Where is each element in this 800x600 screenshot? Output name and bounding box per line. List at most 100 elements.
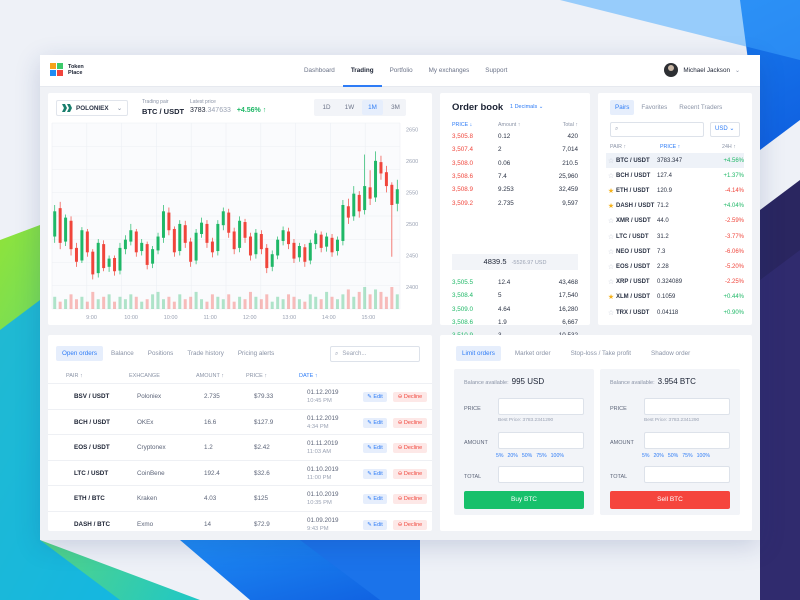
table-row[interactable]: LTC / USDT CoinBene 192.4 $32.6 01.10.2019 11…	[48, 459, 432, 485]
sell-pct-5[interactable]: 5%	[642, 453, 650, 459]
decline-button[interactable]: ⊖ Decline	[393, 468, 427, 479]
star-icon[interactable]: ☆	[607, 248, 615, 256]
price-column-header[interactable]: PRICE ↑	[246, 373, 268, 379]
price-column-header[interactable]: PRICE ↓	[452, 122, 473, 128]
amount-column-header[interactable]: Amount ↑	[498, 122, 521, 128]
tab-limit-orders[interactable]: Limit orders	[456, 346, 501, 361]
pair-column-header[interactable]: PAIR ↑	[66, 373, 83, 379]
bid-row[interactable]: 3,508.4 5 17,540	[452, 289, 578, 302]
decline-button[interactable]: ⊖ Decline	[393, 494, 427, 504]
timeframe-1m[interactable]: 1M	[362, 100, 383, 115]
tab-trade-history[interactable]: Trade history	[187, 350, 224, 357]
pair-row[interactable]: ★ XLM / USDT 0.1059 +0.44%	[606, 290, 744, 305]
tab-positions[interactable]: Positions	[147, 350, 174, 357]
pair-row[interactable]: ★ DASH / USDT 71.2 +4.04%	[606, 199, 744, 214]
brand-logo[interactable]: Token Place	[50, 63, 92, 77]
ask-row[interactable]: 3,507.4 2 7,014	[452, 143, 578, 156]
bid-row[interactable]: 3,505.5 12.4 43,468	[452, 276, 578, 289]
star-icon[interactable]: ☆	[607, 157, 615, 165]
sell-price-input[interactable]	[644, 398, 730, 415]
timeframe-3m[interactable]: 3M	[391, 104, 400, 111]
tab-market-order[interactable]: Market order	[514, 350, 551, 357]
star-icon[interactable]: ☆	[607, 309, 615, 317]
tab-stop-loss[interactable]: Stop-loss / Take profit	[570, 350, 632, 357]
star-icon[interactable]: ☆	[607, 279, 615, 287]
edit-button[interactable]: ✎ Edit	[363, 519, 387, 530]
nav-my-exchanges[interactable]: My exchanges	[428, 67, 470, 74]
buy-pct-75[interactable]: 75%	[536, 453, 547, 459]
edit-button[interactable]: ✎ Edit	[363, 417, 387, 428]
table-row[interactable]: BSV / USDT Poloniex 2.735 $79.33 01.12.2019 1…	[48, 383, 432, 408]
ask-row[interactable]: 3,508.6 7.4 25,960	[452, 170, 578, 183]
ask-row[interactable]: 3,508.9 9.253 32,459	[452, 183, 578, 196]
buy-pct-5[interactable]: 5%	[496, 453, 504, 459]
total-column-header[interactable]: Total ↑	[562, 122, 578, 128]
nav-portfolio[interactable]: Portfolio	[389, 67, 413, 74]
star-icon[interactable]: ☆	[607, 263, 615, 271]
tab-shadow-order[interactable]: Shadow order	[651, 350, 691, 357]
pair-row[interactable]: ☆ TRX / USDT 0.04118 +0.90%	[606, 305, 744, 320]
decline-button[interactable]: ⊖ Decline	[393, 443, 427, 453]
table-row[interactable]: EOS / USDT Cryptonex 1.2 $2.42 01.11.2019 11:…	[48, 434, 432, 459]
sell-total-input[interactable]	[644, 466, 730, 483]
sell-amount-input[interactable]	[644, 432, 730, 449]
nav-trading[interactable]: Trading	[342, 55, 382, 87]
table-row[interactable]: BCH / USDT OKEx 16.6 $127.9 01.12.2019 4:34 P…	[48, 408, 432, 434]
buy-amount-input[interactable]	[498, 432, 584, 449]
buy-best-price[interactable]: Best Price: 3783.2341290	[498, 418, 554, 423]
pair-row[interactable]: ☆ BCH / USDT 127.4 +1.37%	[606, 168, 744, 183]
buy-pct-100[interactable]: 100%	[550, 453, 564, 459]
buy-total-input[interactable]	[498, 466, 584, 483]
table-row[interactable]: DASH / BTC Exmo 14 $72.9 01.09.2019 9:43 PM ✎ …	[48, 510, 432, 531]
bid-row[interactable]: 3,509.0 4.64 16,280	[452, 303, 578, 316]
sell-button[interactable]: Sell BTC	[610, 491, 730, 509]
decimals-select[interactable]: 1 Decimals ⌄	[510, 104, 544, 110]
pairs-search-input[interactable]: ⌕	[610, 122, 704, 137]
orders-search-input[interactable]: ⌕ Search...	[330, 346, 420, 362]
sell-pct-75[interactable]: 75%	[682, 453, 693, 459]
buy-price-input[interactable]	[498, 398, 584, 415]
pair-row[interactable]: ☆ LTC / USDT 31.2 -3.77%	[606, 229, 744, 244]
date-column-header[interactable]: DATE ↑	[299, 373, 318, 379]
candlestick-chart[interactable]: 2650 2600 2550 2500 2450 2400 9:00 10:00 10:00 11…	[48, 119, 432, 325]
tab-open-orders[interactable]: Open orders	[56, 346, 104, 361]
amount-column-header[interactable]: AMOUNT ↑	[196, 373, 225, 379]
edit-button[interactable]: ✎ Edit	[363, 468, 387, 479]
tab-pairs[interactable]: Pairs	[610, 100, 635, 115]
currency-select[interactable]: USD ⌄	[710, 122, 740, 137]
tab-favorites[interactable]: Favorites	[641, 104, 668, 111]
nav-support[interactable]: Support	[485, 67, 508, 74]
star-icon[interactable]: ☆	[607, 172, 615, 180]
table-row[interactable]: ETH / BTC Kraken 4.03 $125 01.10.2019 10:35 P…	[48, 485, 432, 510]
ask-row[interactable]: 3,505.8 0.12 420	[452, 130, 578, 143]
buy-pct-50[interactable]: 50%	[521, 453, 533, 459]
edit-button[interactable]: ✎ Edit	[363, 392, 387, 402]
pair-row[interactable]: ☆ XRP / USDT 0.324089 -2.25%	[606, 275, 744, 290]
pair-row[interactable]: ☆ BTC / USDT 3783.347 +4.56%	[606, 153, 744, 168]
ask-row[interactable]: 3,509.2 2.735 9,597	[452, 197, 578, 210]
tab-balance[interactable]: Balance	[111, 350, 134, 357]
edit-button[interactable]: ✎ Edit	[363, 494, 387, 504]
decline-button[interactable]: ⊖ Decline	[393, 392, 427, 402]
exchange-select[interactable]: POLONIEX ⌄	[56, 100, 128, 116]
change-column-header[interactable]: 24H ↑	[722, 144, 736, 150]
pair-row[interactable]: ☆ XMR / USDT 44.0 -2.59%	[606, 214, 744, 229]
pair-column-header[interactable]: PAIR ↑	[610, 144, 627, 150]
edit-button[interactable]: ✎ Edit	[363, 443, 387, 453]
star-icon[interactable]: ★	[607, 294, 615, 302]
price-column-header[interactable]: PRICE ↑	[660, 144, 681, 150]
exchange-column-header[interactable]: EXHCANGE	[129, 373, 160, 379]
tab-pricing-alerts[interactable]: Pricing alerts	[237, 350, 275, 357]
bid-row[interactable]: 3,508.6 1.9 6,667	[452, 316, 578, 329]
buy-pct-20[interactable]: 20%	[507, 453, 518, 459]
sell-pct-100[interactable]: 100%	[696, 453, 710, 459]
tab-recent-traders[interactable]: Recent Traders	[679, 104, 723, 111]
user-menu[interactable]: Michael Jackson ⌄	[664, 63, 740, 77]
star-icon[interactable]: ★	[607, 203, 615, 211]
timeframe-1d[interactable]: 1D	[322, 104, 331, 111]
sell-best-price[interactable]: Best Price: 3783.2341290	[644, 418, 700, 423]
buy-button[interactable]: Buy BTC	[464, 491, 584, 509]
sell-pct-50[interactable]: 50%	[667, 453, 679, 459]
timeframe-1w[interactable]: 1W	[344, 104, 355, 111]
decline-button[interactable]: ⊖ Decline	[393, 417, 427, 428]
